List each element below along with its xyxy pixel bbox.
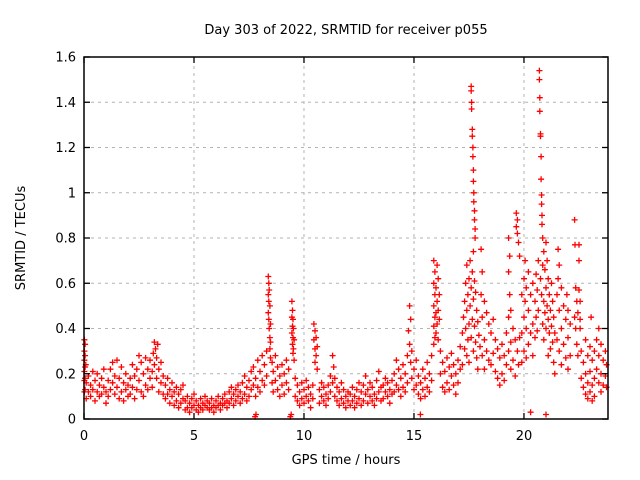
y-tick-labels: 0 0.2 0.4 0.6 0.8 1 1.2 1.4 1.6: [55, 51, 76, 428]
data-points: [81, 67, 610, 420]
x-tick-label: 5: [190, 429, 198, 444]
y-tick-label: 1.2: [55, 141, 76, 156]
y-tick-label: 0.2: [55, 367, 76, 382]
y-axis-label: SRMTID / TECUs: [14, 186, 29, 291]
y-tick-label: 1: [68, 186, 76, 201]
x-tick-label: 0: [80, 429, 88, 444]
x-tick-label: 10: [296, 429, 313, 444]
x-tick-label: 20: [516, 429, 533, 444]
gridlines: [84, 57, 608, 419]
y-tick-label: 0.4: [55, 322, 76, 337]
y-tick-label: 1.4: [55, 96, 76, 111]
chart-title: Day 303 of 2022, SRMTID for receiver p05…: [204, 23, 487, 38]
axis-ticks: [83, 56, 608, 420]
x-axis-label: GPS time / hours: [292, 453, 401, 468]
y-tick-label: 0.6: [55, 277, 76, 292]
y-tick-label: 0.8: [55, 232, 76, 247]
x-tick-labels: 0 5 10 15 20: [80, 429, 532, 444]
y-tick-label: 1.6: [55, 51, 76, 66]
y-tick-label: 0: [68, 413, 76, 428]
x-tick-label: 15: [406, 429, 423, 444]
